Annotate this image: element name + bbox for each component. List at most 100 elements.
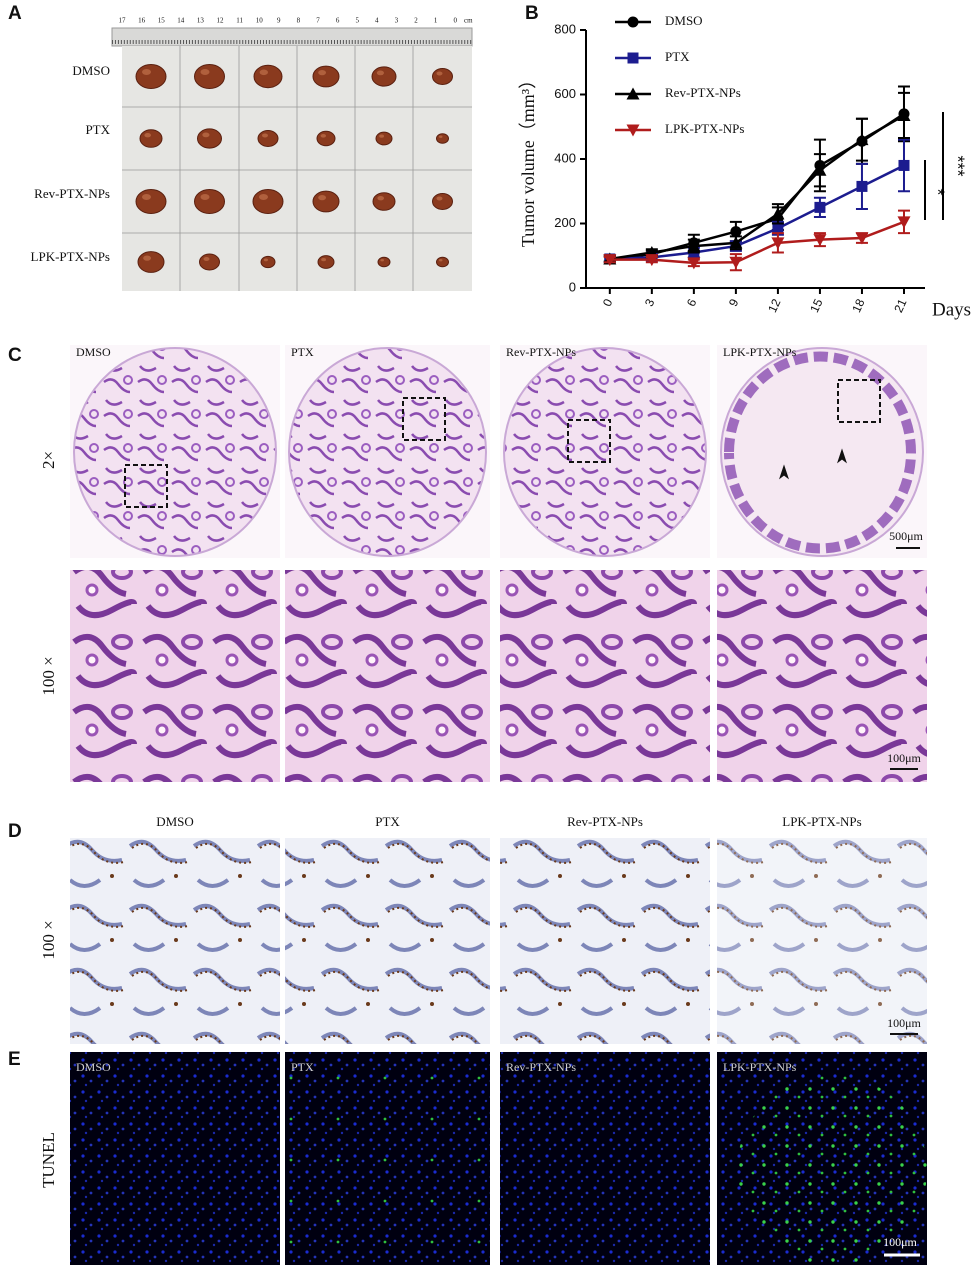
tunel-signal [285,1052,490,1265]
column-label: PTX [375,814,400,829]
ruler-number: 12 [217,17,225,25]
tumor [372,192,396,211]
tumor [197,128,222,149]
ruler-number: 9 [277,17,281,25]
marker [813,163,827,176]
micrograph [70,838,280,1044]
legend-label: LPK-PTX-NPs [665,121,744,136]
tumor [252,189,284,214]
ruler-number: 15 [158,17,166,25]
marker [772,222,784,234]
tumor [377,256,391,268]
tumor-highlight [259,69,268,76]
tumor-highlight [377,196,385,201]
ruler-number: 6 [336,17,340,25]
tumor-highlight [379,134,384,138]
marker [898,159,910,171]
micrograph [500,570,710,782]
tumor-highlight [320,134,326,138]
y-tick-label: 200 [554,215,576,230]
ruler-number: 3 [395,17,399,25]
x-tick-label: 0 [600,296,616,308]
tumor [137,251,165,273]
ruler-number: 13 [197,17,205,25]
legend-marker [626,87,640,100]
marker [687,239,701,252]
column-label: PTX [291,1060,314,1074]
tumor [139,129,163,148]
panel-label: E [8,1049,21,1070]
row-label: TUNEL [39,1132,58,1188]
tumor [312,190,340,213]
column-label: PTX [291,345,314,359]
row-label: 100 × [39,656,58,695]
tumor [371,66,397,87]
marker [897,108,911,121]
x-tick-label: 6 [684,296,700,308]
ruler-number: 7 [316,17,320,25]
ruler-number: 8 [297,17,301,25]
ruler-unit: cm [464,17,473,25]
ruler-number: 1 [434,17,438,25]
y-tick-label: 0 [569,279,576,294]
tumor [260,255,276,269]
tumor-highlight [436,196,443,201]
tumor-highlight [438,259,443,262]
marker [603,254,617,267]
tumor [316,130,336,147]
tissue-rim [724,351,916,554]
ruler-number: 5 [355,17,359,25]
tumor [253,64,283,89]
tissue-section [720,347,924,557]
ruler-number: 10 [256,17,264,25]
marker [771,237,785,250]
marker [771,207,785,220]
arrow [779,448,847,480]
column-label: LPK-PTX-NPs [782,814,861,829]
x-tick-label: 18 [849,296,867,314]
row-label: DMSO [72,63,110,78]
ruler-number: 14 [177,17,185,25]
zoom-box [402,397,446,441]
zoom-box [837,379,881,423]
marker [855,232,869,245]
ruler-number: 4 [375,17,379,25]
micrograph [717,838,927,1044]
significance: * [927,188,947,195]
marker [855,133,869,146]
tumor [436,256,449,268]
tumor-grid [122,46,472,291]
panel-label: C [8,345,22,366]
column-label: DMSO [76,345,111,359]
tumor [436,133,449,144]
micrograph [70,1052,280,1265]
tumor-highlight [203,257,210,261]
tumor-highlight [438,135,443,138]
marker [729,256,743,269]
column-label: LPK-PTX-NPs [723,345,797,359]
marker [856,180,868,192]
tumor-highlight [142,194,151,200]
tumor-highlight [200,69,210,75]
tumor [375,131,393,146]
micrographs: DMSO DMSO DMSO PTX PTX PTX Rev-PTX-NPs Rev-PTX-… [39,345,927,1265]
tissue-section [73,347,277,557]
marker [687,257,701,270]
scale-bar-label: 100μm [883,1235,917,1249]
zoom-box [124,464,168,508]
tumor [135,189,167,214]
micrograph [285,838,490,1044]
scale-bar-label: 100μm [887,1016,921,1030]
tissue-section [503,347,707,557]
series-line [609,220,905,265]
tumor-highlight [321,258,326,262]
row-label: PTX [85,122,110,137]
scale-bar-label: 100μm [887,751,921,765]
x-tick-label: 9 [726,296,742,308]
series-line [609,164,905,261]
tumor-highlight [202,132,210,138]
micrograph [70,570,280,782]
y-tick-label: 800 [554,21,576,36]
tunel-signal [737,1075,927,1265]
